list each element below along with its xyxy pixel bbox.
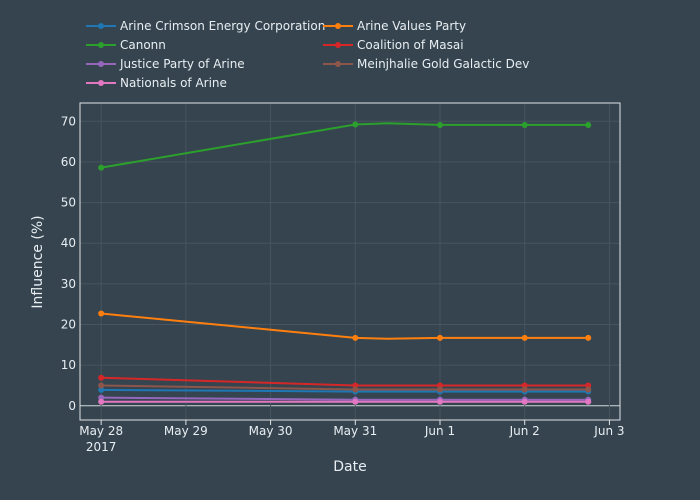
legend-swatch-marker bbox=[98, 61, 104, 67]
legend-item[interactable]: Canonn bbox=[86, 38, 166, 52]
gridlines bbox=[80, 103, 620, 420]
y-tick-label: 10 bbox=[61, 358, 76, 372]
y-axis-title: Influence (%) bbox=[30, 215, 46, 308]
data-point[interactable] bbox=[98, 382, 105, 389]
x-tick-label: Jun 3 bbox=[593, 424, 624, 438]
legend-label: Arine Crimson Energy Corporation bbox=[120, 19, 325, 33]
y-axis-ticks: 0 10 20 30 40 50 60 70 bbox=[61, 114, 76, 413]
legend-label: Meinjhalie Gold Galactic Dev bbox=[357, 57, 529, 71]
series-2 bbox=[98, 121, 592, 171]
series-line bbox=[101, 122, 589, 169]
legend-label: Justice Party of Arine bbox=[119, 57, 245, 71]
data-point[interactable] bbox=[521, 386, 528, 393]
series-line bbox=[101, 376, 589, 387]
legend-label: Arine Values Party bbox=[357, 19, 466, 33]
data-point[interactable] bbox=[352, 386, 359, 393]
series-line bbox=[101, 312, 589, 340]
y-tick-label: 40 bbox=[61, 236, 76, 250]
x-tick-sublabel: 2017 bbox=[86, 440, 117, 454]
series-line bbox=[101, 396, 589, 401]
data-point[interactable] bbox=[437, 398, 443, 405]
plot-border bbox=[79, 102, 621, 421]
series-layer bbox=[98, 121, 592, 405]
legend-label: Coalition of Masai bbox=[357, 38, 464, 52]
x-tick-label: May 30 bbox=[249, 424, 293, 438]
data-point[interactable] bbox=[437, 334, 443, 341]
data-point[interactable] bbox=[98, 386, 105, 393]
legend-item[interactable]: Nationals of Arine bbox=[86, 76, 227, 90]
data-point[interactable] bbox=[437, 121, 443, 128]
x-axis-title: Date bbox=[333, 459, 366, 475]
data-point[interactable] bbox=[437, 386, 443, 393]
x-tick-label: May 31 bbox=[333, 424, 377, 438]
legend-swatch-marker bbox=[98, 80, 104, 86]
x-axis-ticks: May 28 2017 May 29 May 30 May 31 Jun 1 Jun 2 Ju… bbox=[79, 420, 625, 454]
series-6 bbox=[98, 398, 592, 405]
data-point[interactable] bbox=[98, 310, 105, 317]
series-0 bbox=[98, 386, 592, 395]
data-point[interactable] bbox=[352, 121, 359, 128]
data-point[interactable] bbox=[98, 374, 105, 381]
data-point[interactable] bbox=[352, 334, 359, 341]
data-point[interactable] bbox=[521, 398, 528, 405]
legend-label: Nationals of Arine bbox=[120, 76, 227, 90]
y-tick-label: 0 bbox=[68, 399, 76, 413]
y-tick-label: 70 bbox=[61, 114, 76, 128]
data-point[interactable] bbox=[352, 398, 359, 405]
data-point[interactable] bbox=[98, 164, 105, 171]
data-point[interactable] bbox=[585, 386, 592, 393]
x-tick-label: Jun 2 bbox=[509, 424, 540, 438]
legend[interactable]: Arine Crimson Energy Corporation Arine Va… bbox=[86, 19, 529, 90]
x-tick-label: May 28 bbox=[79, 424, 123, 438]
data-point[interactable] bbox=[585, 121, 592, 128]
x-tick-label: May 29 bbox=[164, 424, 208, 438]
data-point[interactable] bbox=[521, 121, 528, 128]
legend-item[interactable]: Justice Party of Arine bbox=[86, 57, 245, 71]
y-tick-label: 50 bbox=[61, 196, 76, 210]
data-point[interactable] bbox=[521, 334, 528, 341]
data-point[interactable] bbox=[585, 334, 592, 341]
y-tick-label: 30 bbox=[61, 277, 76, 291]
legend-swatch-marker bbox=[98, 23, 104, 29]
y-tick-label: 20 bbox=[61, 317, 76, 331]
legend-swatch-marker bbox=[335, 61, 341, 67]
data-point[interactable] bbox=[98, 398, 105, 405]
series-1 bbox=[98, 310, 592, 341]
series-5 bbox=[98, 382, 592, 393]
legend-swatch-marker bbox=[98, 42, 104, 48]
y-tick-label: 60 bbox=[61, 155, 76, 169]
legend-item[interactable]: Arine Crimson Energy Corporation bbox=[86, 19, 325, 33]
legend-item[interactable]: Coalition of Masai bbox=[323, 38, 464, 52]
legend-label: Canonn bbox=[120, 38, 166, 52]
legend-swatch-marker bbox=[335, 42, 341, 48]
legend-item[interactable]: Arine Values Party bbox=[323, 19, 466, 33]
legend-swatch-marker bbox=[335, 23, 341, 29]
legend-item[interactable]: Meinjhalie Gold Galactic Dev bbox=[323, 57, 529, 71]
data-point[interactable] bbox=[585, 398, 592, 405]
x-tick-label: Jun 1 bbox=[424, 424, 455, 438]
